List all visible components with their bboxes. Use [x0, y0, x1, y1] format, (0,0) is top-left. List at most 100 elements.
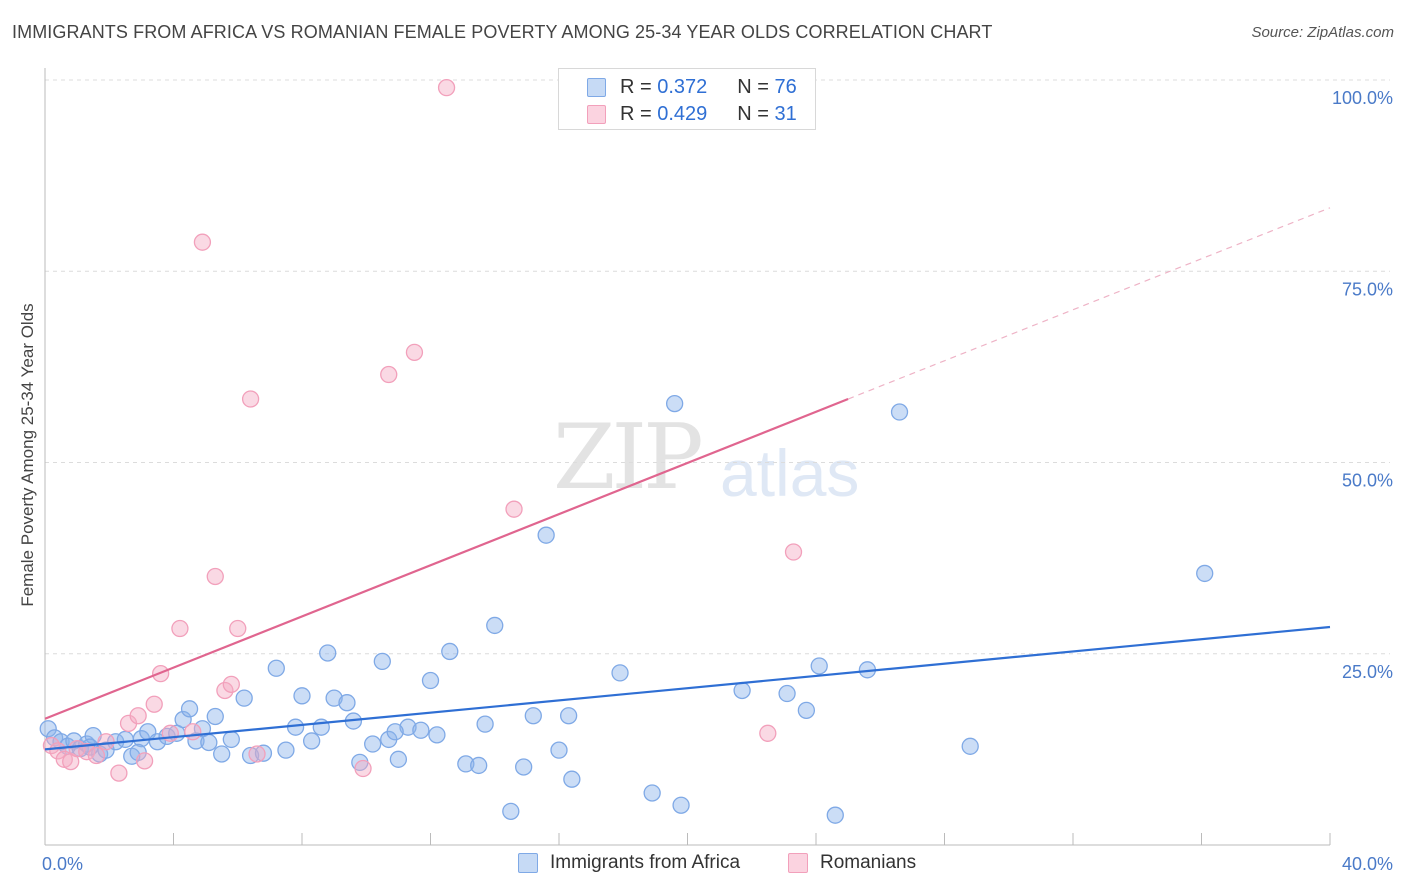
- romanian-point: [380, 365, 398, 384]
- africa-point: [319, 644, 337, 662]
- romanian-point: [222, 675, 240, 693]
- africa-point: [826, 806, 844, 824]
- legend-n-value: 31: [774, 102, 797, 125]
- source-label: Source: ZipAtlas.com: [1251, 24, 1394, 41]
- legend-n-label: N =: [737, 75, 769, 98]
- romanian-point: [145, 695, 163, 713]
- legend-r-value: 0.429: [657, 102, 708, 125]
- romanian-point: [241, 390, 260, 408]
- africa-point: [524, 707, 542, 725]
- africa-point: [254, 744, 273, 762]
- legend-row-romanians: R = 0.429 N = 31: [587, 102, 797, 126]
- africa-point: [213, 745, 231, 763]
- africa-point: [810, 657, 828, 675]
- africa-point: [286, 718, 305, 736]
- romanian-point: [206, 567, 224, 586]
- romanian-point: [248, 745, 266, 763]
- africa-point: [515, 758, 533, 776]
- africa-point: [666, 394, 684, 413]
- africa-point: [486, 616, 504, 635]
- africa-point: [200, 733, 218, 752]
- y-tick-label: 50.0%: [1342, 471, 1393, 491]
- africa-point: [206, 707, 224, 726]
- romanian-point: [184, 723, 202, 741]
- africa-point: [537, 526, 555, 544]
- romanian-point: [171, 619, 189, 638]
- africa-point: [428, 726, 446, 744]
- legend-r-label: R =: [620, 75, 652, 98]
- romanian-point: [216, 681, 234, 700]
- africa-point: [364, 735, 382, 753]
- africa-point: [116, 730, 134, 749]
- romanian-point: [193, 233, 212, 251]
- romanian-trend-extension: [847, 207, 1331, 400]
- legend-r-label: R =: [620, 102, 652, 125]
- romanian-point: [759, 724, 777, 742]
- series-legend: Immigrants from Africa Romanians: [0, 852, 1406, 876]
- africa-point: [559, 707, 578, 725]
- watermark-zip: ZIP: [553, 405, 704, 510]
- legend-row-africa: R = 0.372 N = 76: [587, 75, 797, 99]
- correlation-legend: R = 0.372 N = 76 R = 0.429 N = 31: [558, 68, 816, 130]
- africa-point: [470, 756, 488, 775]
- y-tick-label: 75.0%: [1342, 279, 1393, 299]
- romanian-point: [354, 759, 372, 778]
- africa-point: [174, 710, 192, 729]
- africa-point: [412, 721, 430, 739]
- africa-point: [241, 746, 260, 765]
- romanian-point: [68, 739, 86, 758]
- legend-label-romanians: Romanians: [820, 852, 917, 873]
- africa-point: [235, 689, 253, 707]
- romanian-point: [110, 764, 128, 782]
- africa-point: [267, 659, 285, 677]
- africa-point: [550, 741, 568, 759]
- legend-swatch-africa: [518, 853, 538, 873]
- africa-point: [961, 737, 979, 755]
- africa-point: [325, 689, 343, 707]
- x-tick-label: 40.0%: [1342, 854, 1393, 874]
- y-tick-label: 25.0%: [1342, 662, 1393, 682]
- africa-trend-line: [44, 625, 1331, 751]
- legend-item-romanians: Romanians: [788, 852, 916, 874]
- africa-point: [778, 684, 796, 703]
- watermark-atlas: atlas: [720, 436, 860, 510]
- africa-point: [502, 802, 520, 820]
- romanian-point: [784, 543, 803, 561]
- africa-point: [890, 403, 909, 421]
- legend-n-label: N =: [737, 102, 769, 125]
- x-tick-label: 0.0%: [42, 854, 83, 874]
- romanian-point: [87, 746, 106, 765]
- africa-point: [563, 770, 581, 788]
- africa-point: [386, 723, 404, 741]
- romanian-point: [129, 707, 147, 725]
- chart-title: IMMIGRANTS FROM AFRICA VS ROMANIAN FEMAL…: [12, 22, 993, 42]
- africa-point: [302, 732, 321, 750]
- africa-point: [293, 687, 311, 705]
- africa-point: [338, 694, 356, 712]
- legend-swatch-africa: [587, 77, 606, 97]
- romanian-point: [78, 743, 96, 761]
- romanian-point: [405, 343, 424, 361]
- africa-point: [733, 681, 751, 700]
- africa-point: [1196, 564, 1214, 583]
- africa-point: [399, 718, 417, 736]
- africa-point: [441, 642, 459, 661]
- africa-point: [373, 652, 391, 671]
- africa-point: [180, 700, 199, 718]
- africa-point: [222, 730, 240, 749]
- romanian-point: [229, 619, 247, 638]
- africa-point: [611, 664, 629, 682]
- romanian-trend-line: [44, 397, 849, 720]
- africa-point: [797, 701, 816, 720]
- legend-n-value: 76: [774, 75, 797, 98]
- africa-point: [39, 720, 57, 738]
- africa-point: [476, 715, 494, 733]
- romanian-point: [97, 733, 115, 751]
- romanian-point: [437, 79, 456, 97]
- romanian-point: [505, 500, 523, 518]
- africa-point: [277, 741, 295, 759]
- africa-point: [672, 796, 690, 814]
- legend-swatch-romanians: [587, 104, 606, 124]
- africa-point: [389, 750, 408, 768]
